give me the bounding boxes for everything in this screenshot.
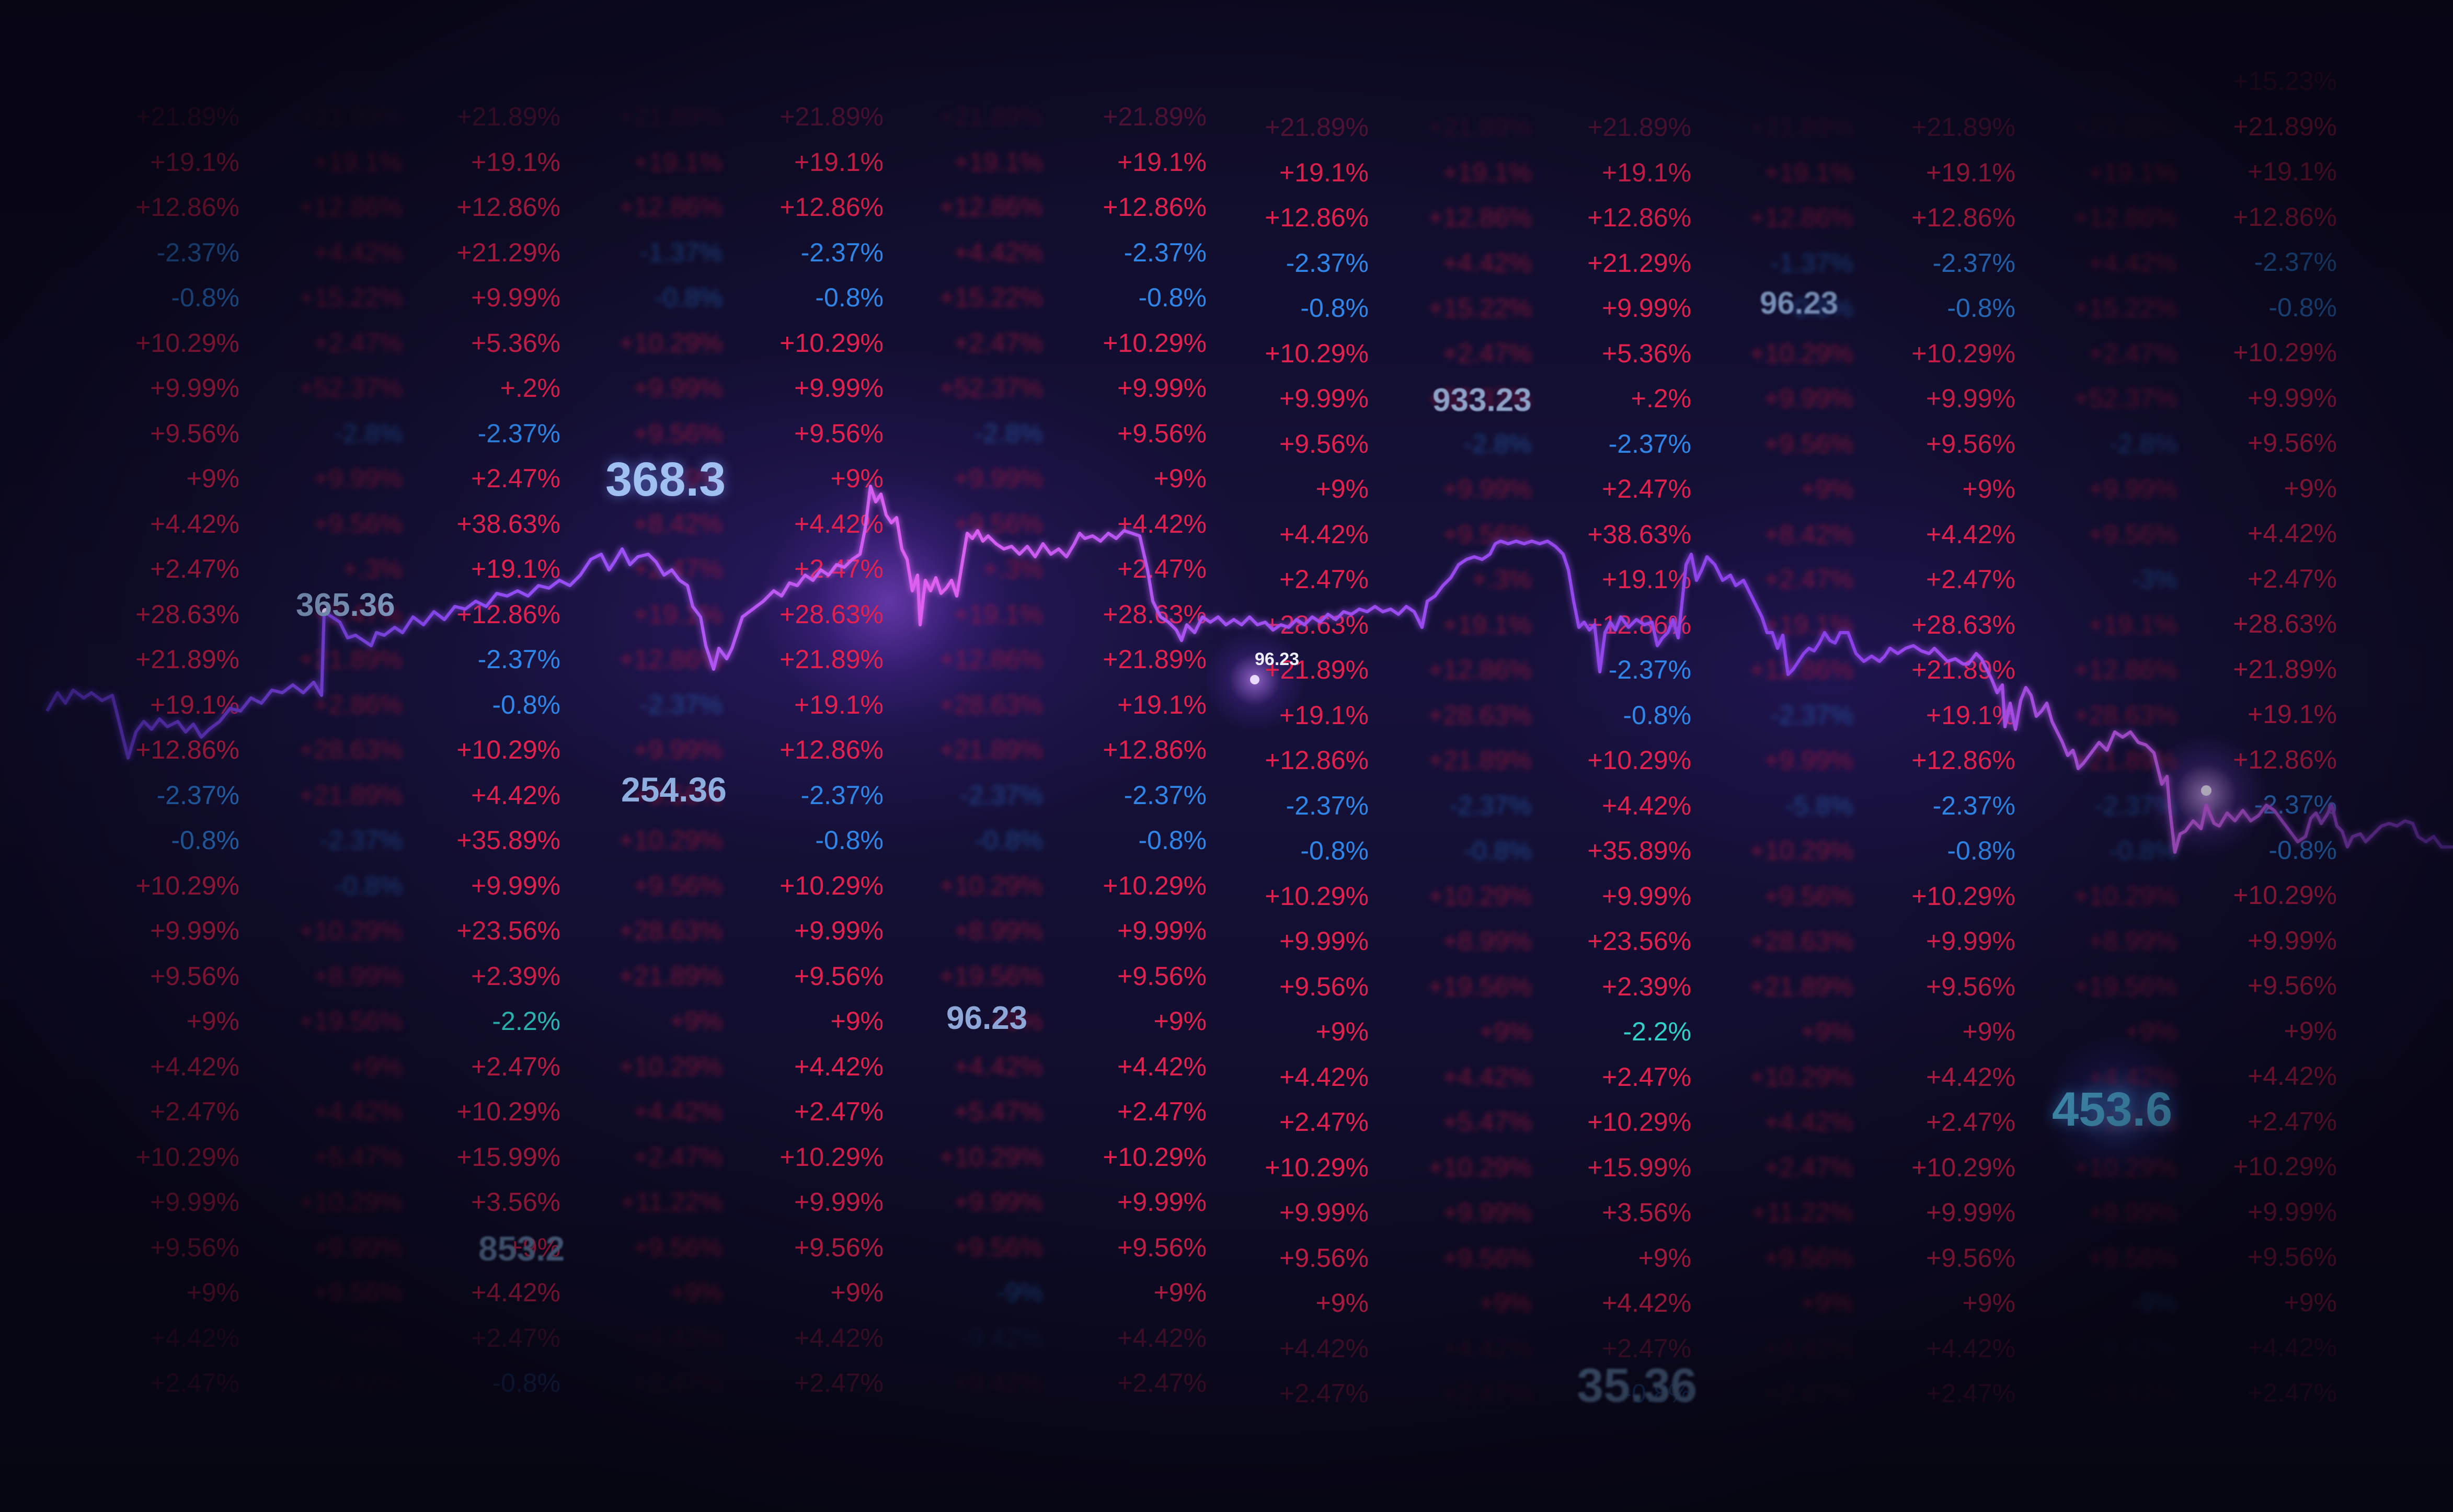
price-line — [45, 485, 2453, 854]
value-35-36: 35.36 — [1577, 1359, 1698, 1412]
price-point-mid — [1250, 675, 1259, 684]
value-453-6: 453.6 — [2052, 1083, 2173, 1136]
value-96-23-b: 96.23 — [1255, 649, 1300, 669]
value-254-36: 254.36 — [621, 770, 727, 809]
value-96-23-c: 96.23 — [1760, 285, 1839, 320]
value-853-2: 853.2 — [478, 1229, 565, 1268]
value-368-3: 368.3 — [605, 453, 726, 506]
price-point-right — [2201, 785, 2211, 796]
value-96-23-a: 96.23 — [946, 1000, 1028, 1036]
value-365-36: 365.36 — [296, 587, 395, 623]
value-933-23: 933.23 — [1432, 382, 1532, 418]
